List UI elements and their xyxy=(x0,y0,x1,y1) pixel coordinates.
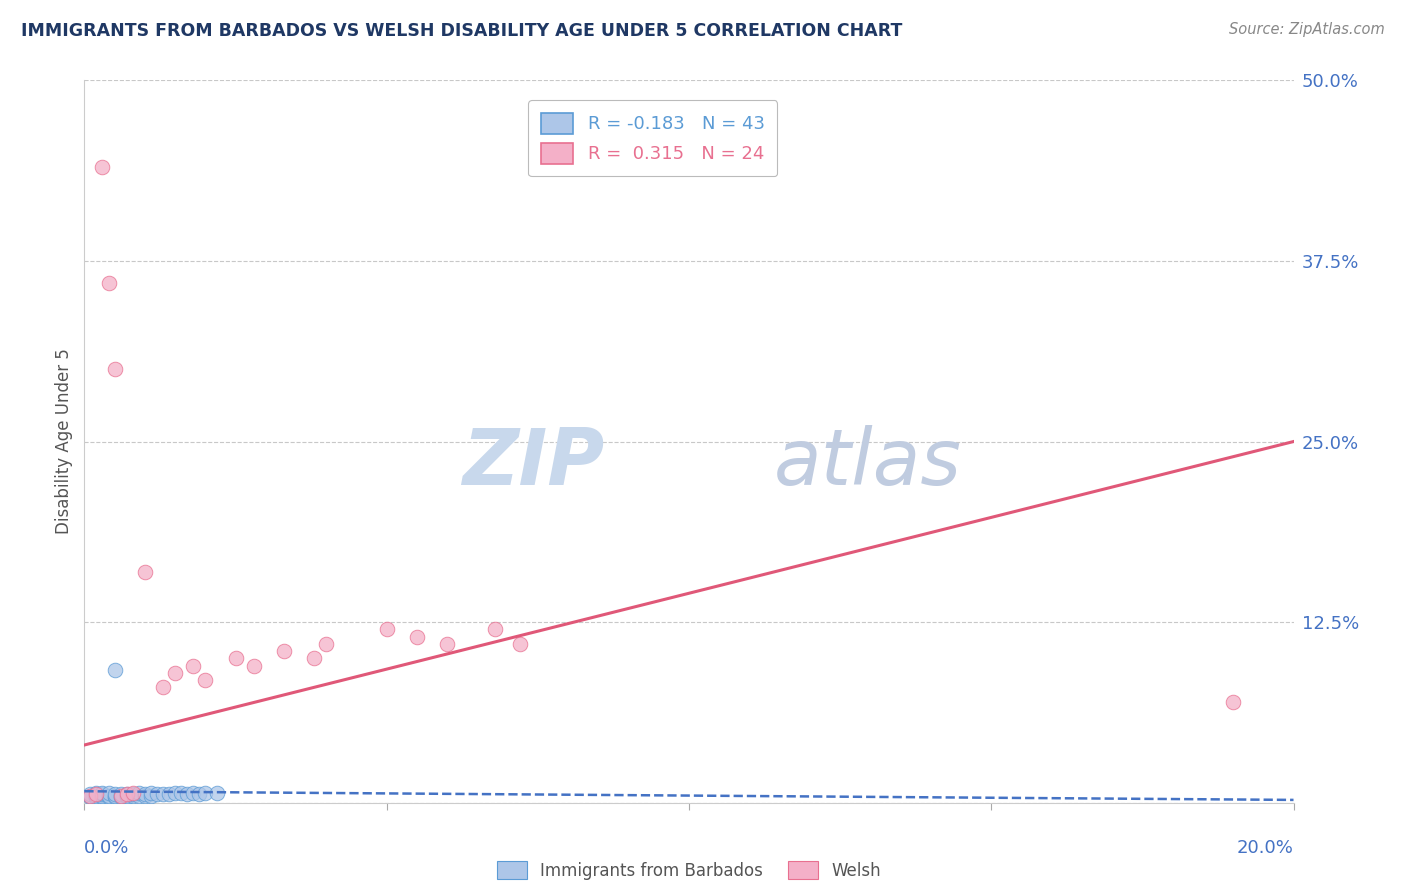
Point xyxy=(128,789,150,803)
Point xyxy=(79,789,101,803)
Point xyxy=(134,565,156,579)
Point xyxy=(91,786,114,800)
Legend: Immigrants from Barbados, Welsh: Immigrants from Barbados, Welsh xyxy=(491,855,887,887)
Text: 0.0%: 0.0% xyxy=(84,838,129,857)
Point xyxy=(97,790,120,805)
Point xyxy=(207,786,229,800)
Point xyxy=(194,786,217,800)
Point xyxy=(86,790,108,805)
Point xyxy=(104,787,127,801)
Point xyxy=(121,786,143,800)
Text: atlas: atlas xyxy=(773,425,962,501)
Point xyxy=(170,786,193,800)
Point xyxy=(139,786,162,800)
Point xyxy=(104,790,127,805)
Point xyxy=(110,789,132,803)
Point xyxy=(1222,695,1244,709)
Point xyxy=(110,789,132,803)
Point xyxy=(91,789,114,803)
Point xyxy=(97,789,120,803)
Point xyxy=(194,673,217,687)
Point xyxy=(110,790,132,805)
Point xyxy=(115,790,138,805)
Point xyxy=(181,658,204,673)
Point xyxy=(86,786,108,800)
Point xyxy=(152,787,174,801)
Point xyxy=(134,789,156,803)
Point xyxy=(79,787,101,801)
Point xyxy=(165,786,187,800)
Point xyxy=(242,658,264,673)
Point xyxy=(104,663,127,677)
Point xyxy=(91,790,114,805)
Point xyxy=(86,791,108,805)
Point xyxy=(128,786,150,800)
Point xyxy=(121,789,143,803)
Point xyxy=(139,789,162,803)
Point xyxy=(176,787,198,801)
Text: 20.0%: 20.0% xyxy=(1237,838,1294,857)
Point xyxy=(104,789,127,803)
Point xyxy=(121,787,143,801)
Point xyxy=(91,160,114,174)
Point xyxy=(86,787,108,801)
Point xyxy=(152,680,174,694)
Point xyxy=(115,787,138,801)
Text: IMMIGRANTS FROM BARBADOS VS WELSH DISABILITY AGE UNDER 5 CORRELATION CHART: IMMIGRANTS FROM BARBADOS VS WELSH DISABI… xyxy=(21,22,903,40)
Point xyxy=(110,787,132,801)
Point xyxy=(225,651,247,665)
Point xyxy=(134,787,156,801)
Point xyxy=(86,789,108,803)
Point xyxy=(406,630,429,644)
Point xyxy=(181,786,204,800)
Point xyxy=(302,651,325,665)
Point xyxy=(484,623,506,637)
Point xyxy=(273,644,295,658)
Point xyxy=(157,787,180,801)
Point xyxy=(188,787,211,801)
Y-axis label: Disability Age Under 5: Disability Age Under 5 xyxy=(55,349,73,534)
Text: ZIP: ZIP xyxy=(463,425,605,501)
Point xyxy=(509,637,531,651)
Point xyxy=(104,362,127,376)
Point xyxy=(375,623,398,637)
Point xyxy=(86,787,108,801)
Point xyxy=(146,787,169,801)
Text: Source: ZipAtlas.com: Source: ZipAtlas.com xyxy=(1229,22,1385,37)
Point xyxy=(115,789,138,803)
Point xyxy=(97,786,120,800)
Point xyxy=(436,637,458,651)
Point xyxy=(97,276,120,290)
Point xyxy=(79,790,101,805)
Point xyxy=(315,637,337,651)
Point xyxy=(91,787,114,801)
Point xyxy=(165,665,187,680)
Point xyxy=(79,789,101,803)
Point xyxy=(115,787,138,801)
